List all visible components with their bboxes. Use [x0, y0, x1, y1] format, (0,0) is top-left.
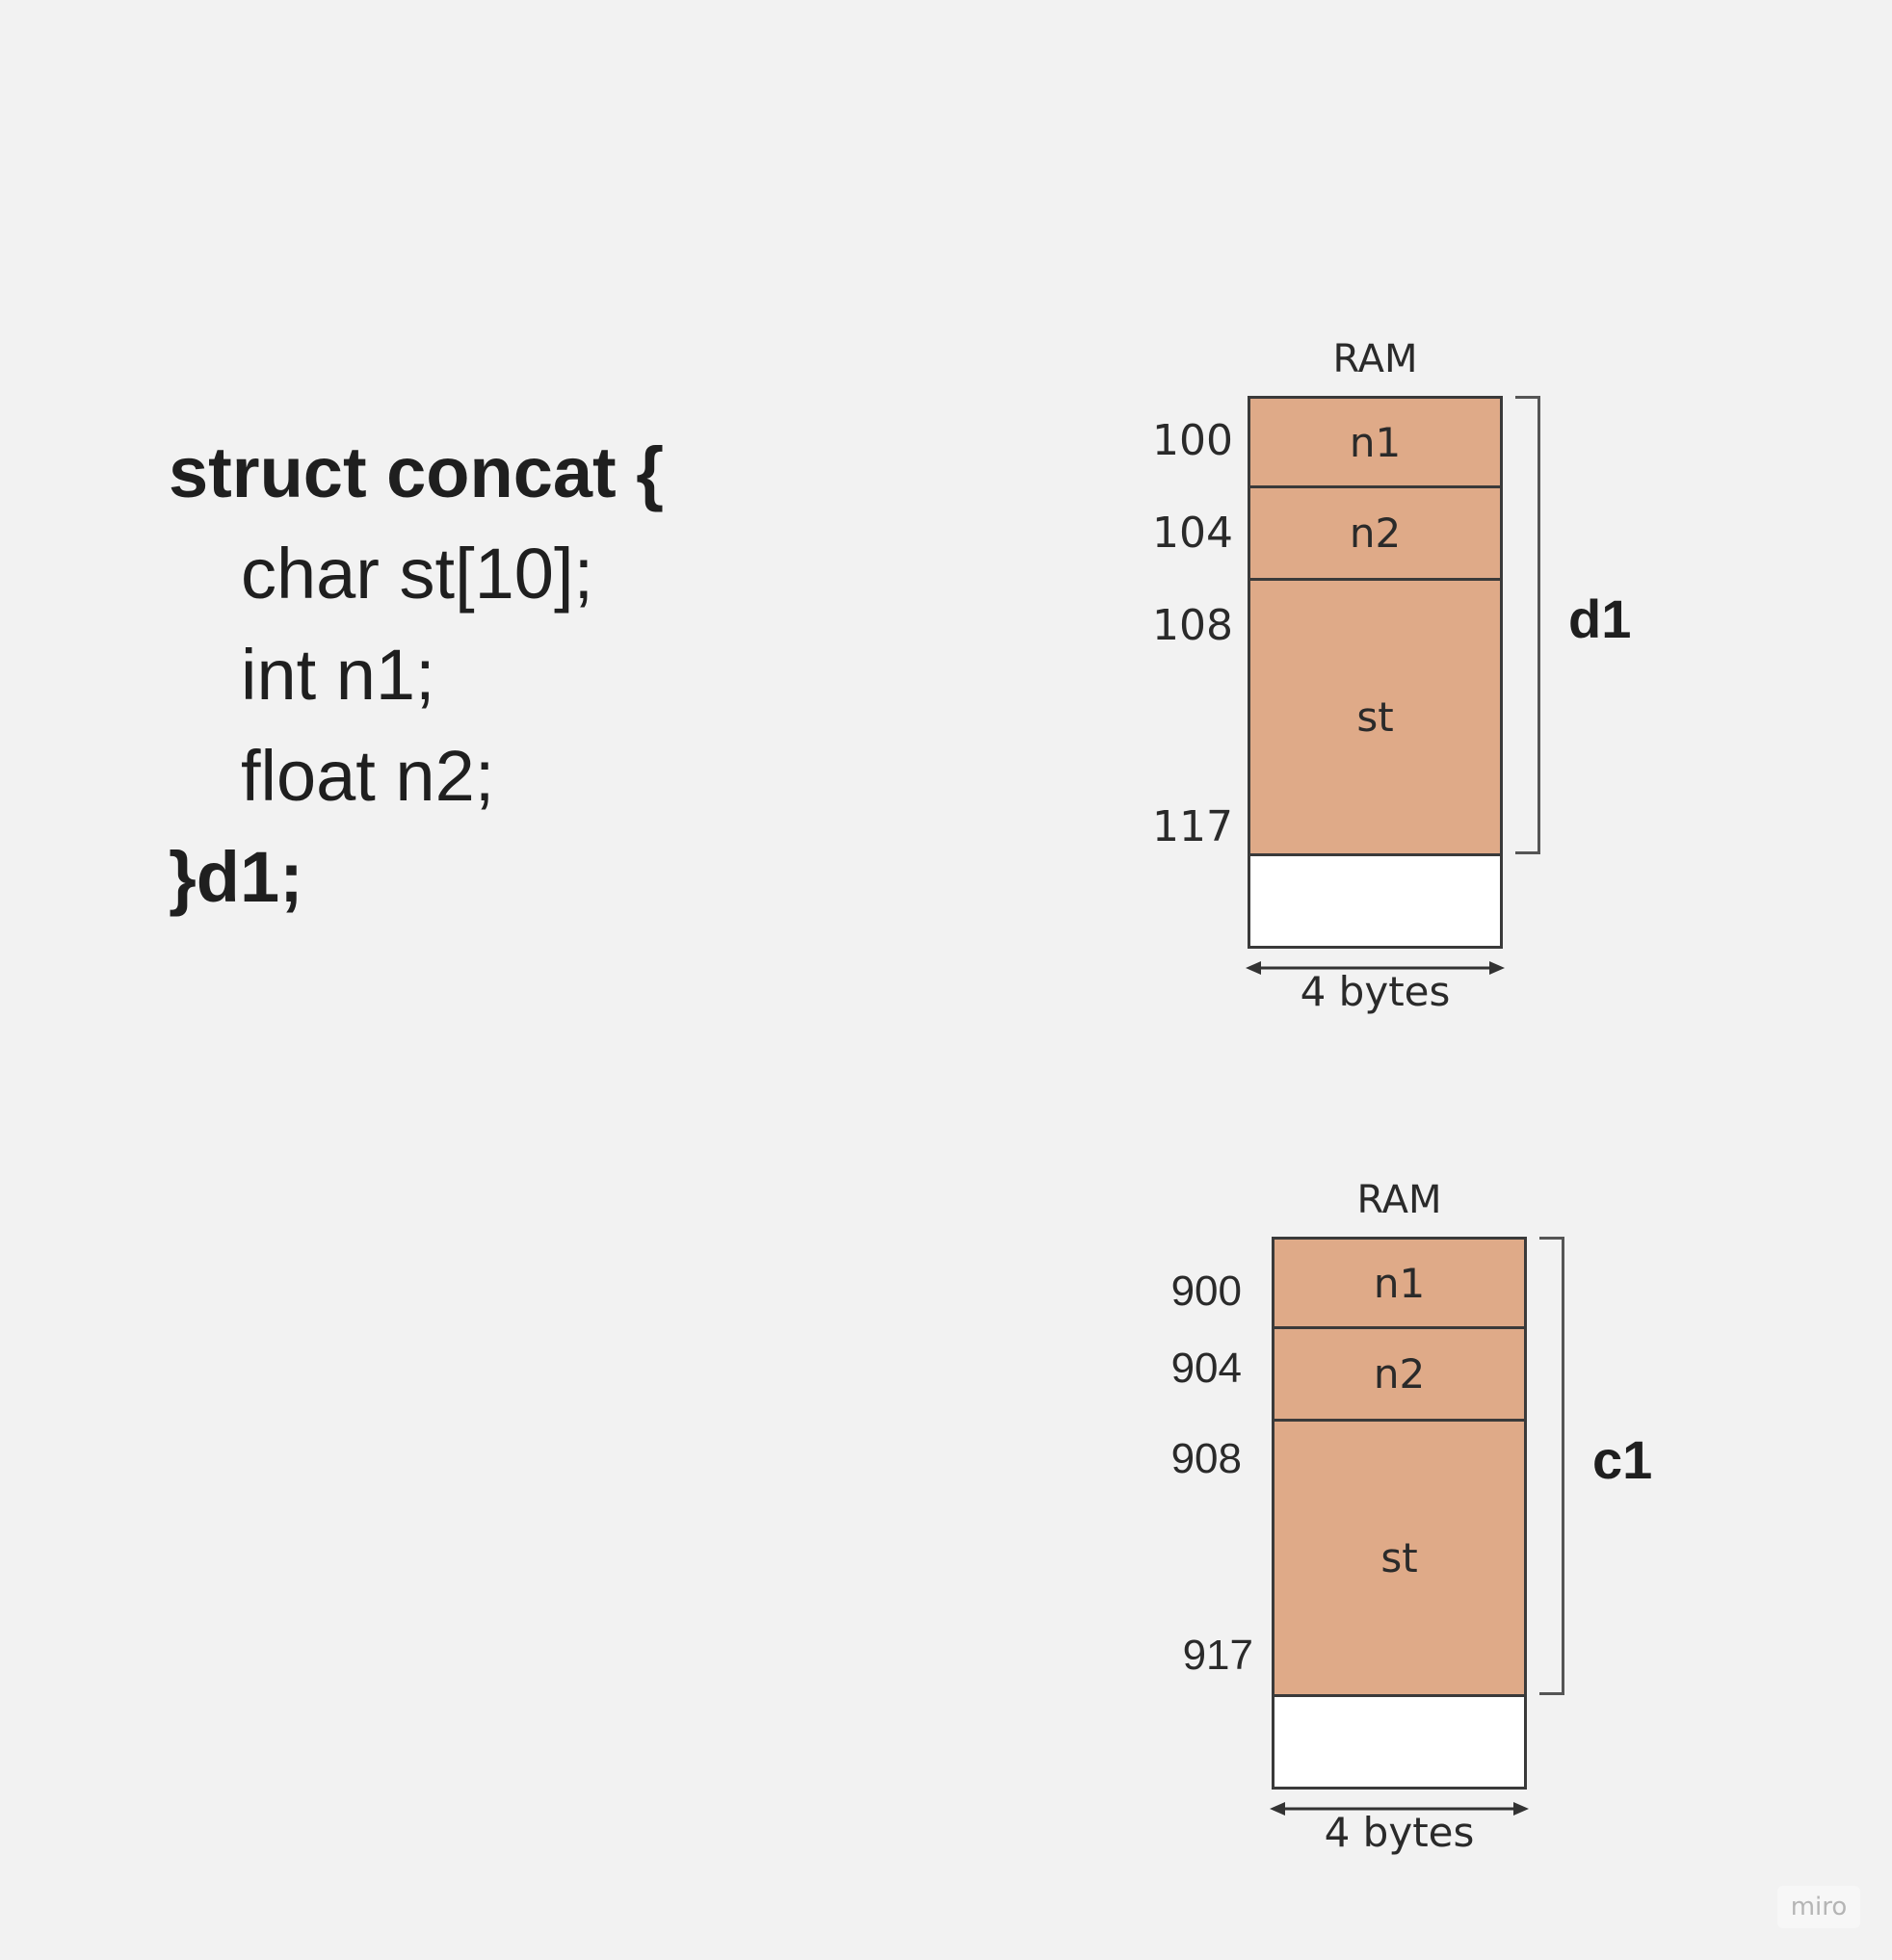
- memory-cell-st: st: [1248, 578, 1503, 856]
- memory-cell-empty: [1248, 853, 1503, 949]
- memory-cell-st: st: [1272, 1419, 1527, 1697]
- ram-label: RAM: [1332, 337, 1418, 381]
- cell-label-st: st: [1356, 693, 1394, 741]
- address-label: 917: [1182, 1632, 1253, 1679]
- width-label: 4 bytes: [1300, 968, 1451, 1015]
- cell-label-n1: n1: [1373, 1259, 1426, 1307]
- address-label: 908: [1170, 1435, 1242, 1482]
- cell-label-n2: n2: [1373, 1350, 1426, 1398]
- code-line-struct-open: struct concat {: [169, 432, 665, 512]
- memory-diagram-c1: RAM n1 n2 st 900 904 908 917 c1 4 bytes: [1161, 1168, 1700, 1862]
- width-dimension-arrow: [1246, 961, 1505, 975]
- address-label: 117: [1152, 802, 1233, 851]
- code-line-char-st: char st[10];: [241, 534, 594, 614]
- memory-cell-n1: n1: [1272, 1237, 1527, 1329]
- miro-watermark: miro: [1777, 1886, 1860, 1928]
- memory-cell-n2: n2: [1248, 485, 1503, 581]
- variable-name-label: d1: [1568, 588, 1632, 649]
- struct-bracket: [1515, 396, 1540, 854]
- memory-diagram-d1: RAM n1 n2 st 100 104 108 117 d1 4 bytes: [1137, 327, 1676, 1021]
- width-label: 4 bytes: [1324, 1809, 1475, 1856]
- struct-bracket: [1539, 1237, 1564, 1695]
- cell-label-n1: n1: [1349, 418, 1402, 466]
- memory-cell-empty: [1272, 1694, 1527, 1790]
- width-dimension-arrow: [1270, 1802, 1529, 1816]
- code-line-float-n2: float n2;: [241, 736, 495, 816]
- address-label: 900: [1170, 1267, 1242, 1315]
- address-label: 904: [1170, 1345, 1242, 1392]
- cell-label-st: st: [1380, 1534, 1418, 1581]
- ram-label: RAM: [1356, 1178, 1442, 1222]
- memory-cell-n1: n1: [1248, 396, 1503, 488]
- code-line-struct-close: }d1;: [169, 837, 303, 917]
- struct-code-block: struct concat { char st[10]; int n1; flo…: [169, 422, 664, 928]
- code-line-int-n1: int n1;: [241, 635, 435, 715]
- address-label: 100: [1152, 416, 1233, 465]
- cell-label-n2: n2: [1349, 510, 1402, 557]
- memory-cell-n2: n2: [1272, 1326, 1527, 1422]
- variable-name-label: c1: [1592, 1429, 1653, 1490]
- address-label: 104: [1152, 509, 1233, 558]
- address-label: 108: [1152, 601, 1233, 650]
